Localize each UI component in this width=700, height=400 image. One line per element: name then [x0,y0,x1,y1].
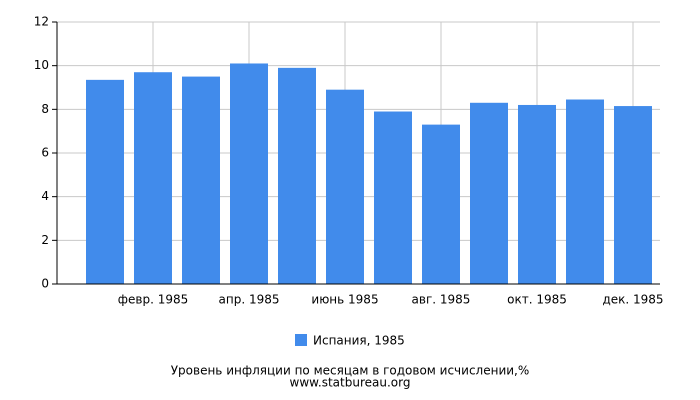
x-tick-label: авг. 1985 [412,293,471,307]
x-tick-label: апр. 1985 [219,293,280,307]
y-tick-label: 2 [41,233,49,247]
y-tick-label: 6 [41,146,49,160]
bar [326,89,364,284]
y-tick-label: 4 [41,189,49,203]
y-tick-label: 8 [41,102,49,116]
bar [278,67,316,284]
y-tick-label: 0 [41,277,49,291]
bar [86,79,124,284]
y-tick-label: 10 [34,58,49,72]
bar [374,111,412,285]
bar [518,104,556,284]
x-tick-label: окт. 1985 [507,293,567,307]
bar [230,63,268,284]
chart-subtitle: www.statbureau.org [290,376,411,390]
bar [470,102,508,285]
bar [614,106,652,284]
bar [134,72,172,284]
bar [422,124,460,284]
legend-label: Испания, 1985 [313,334,405,348]
legend-swatch [295,334,307,346]
bar [182,76,220,284]
x-tick-label: февр. 1985 [118,293,189,307]
y-tick-label: 12 [34,15,49,29]
bar [566,99,604,284]
chart-title: Уровень инфляции по месяцам в годовом ис… [171,364,530,378]
x-tick-label: июнь 1985 [311,293,378,307]
x-tick-label: дек. 1985 [602,293,663,307]
